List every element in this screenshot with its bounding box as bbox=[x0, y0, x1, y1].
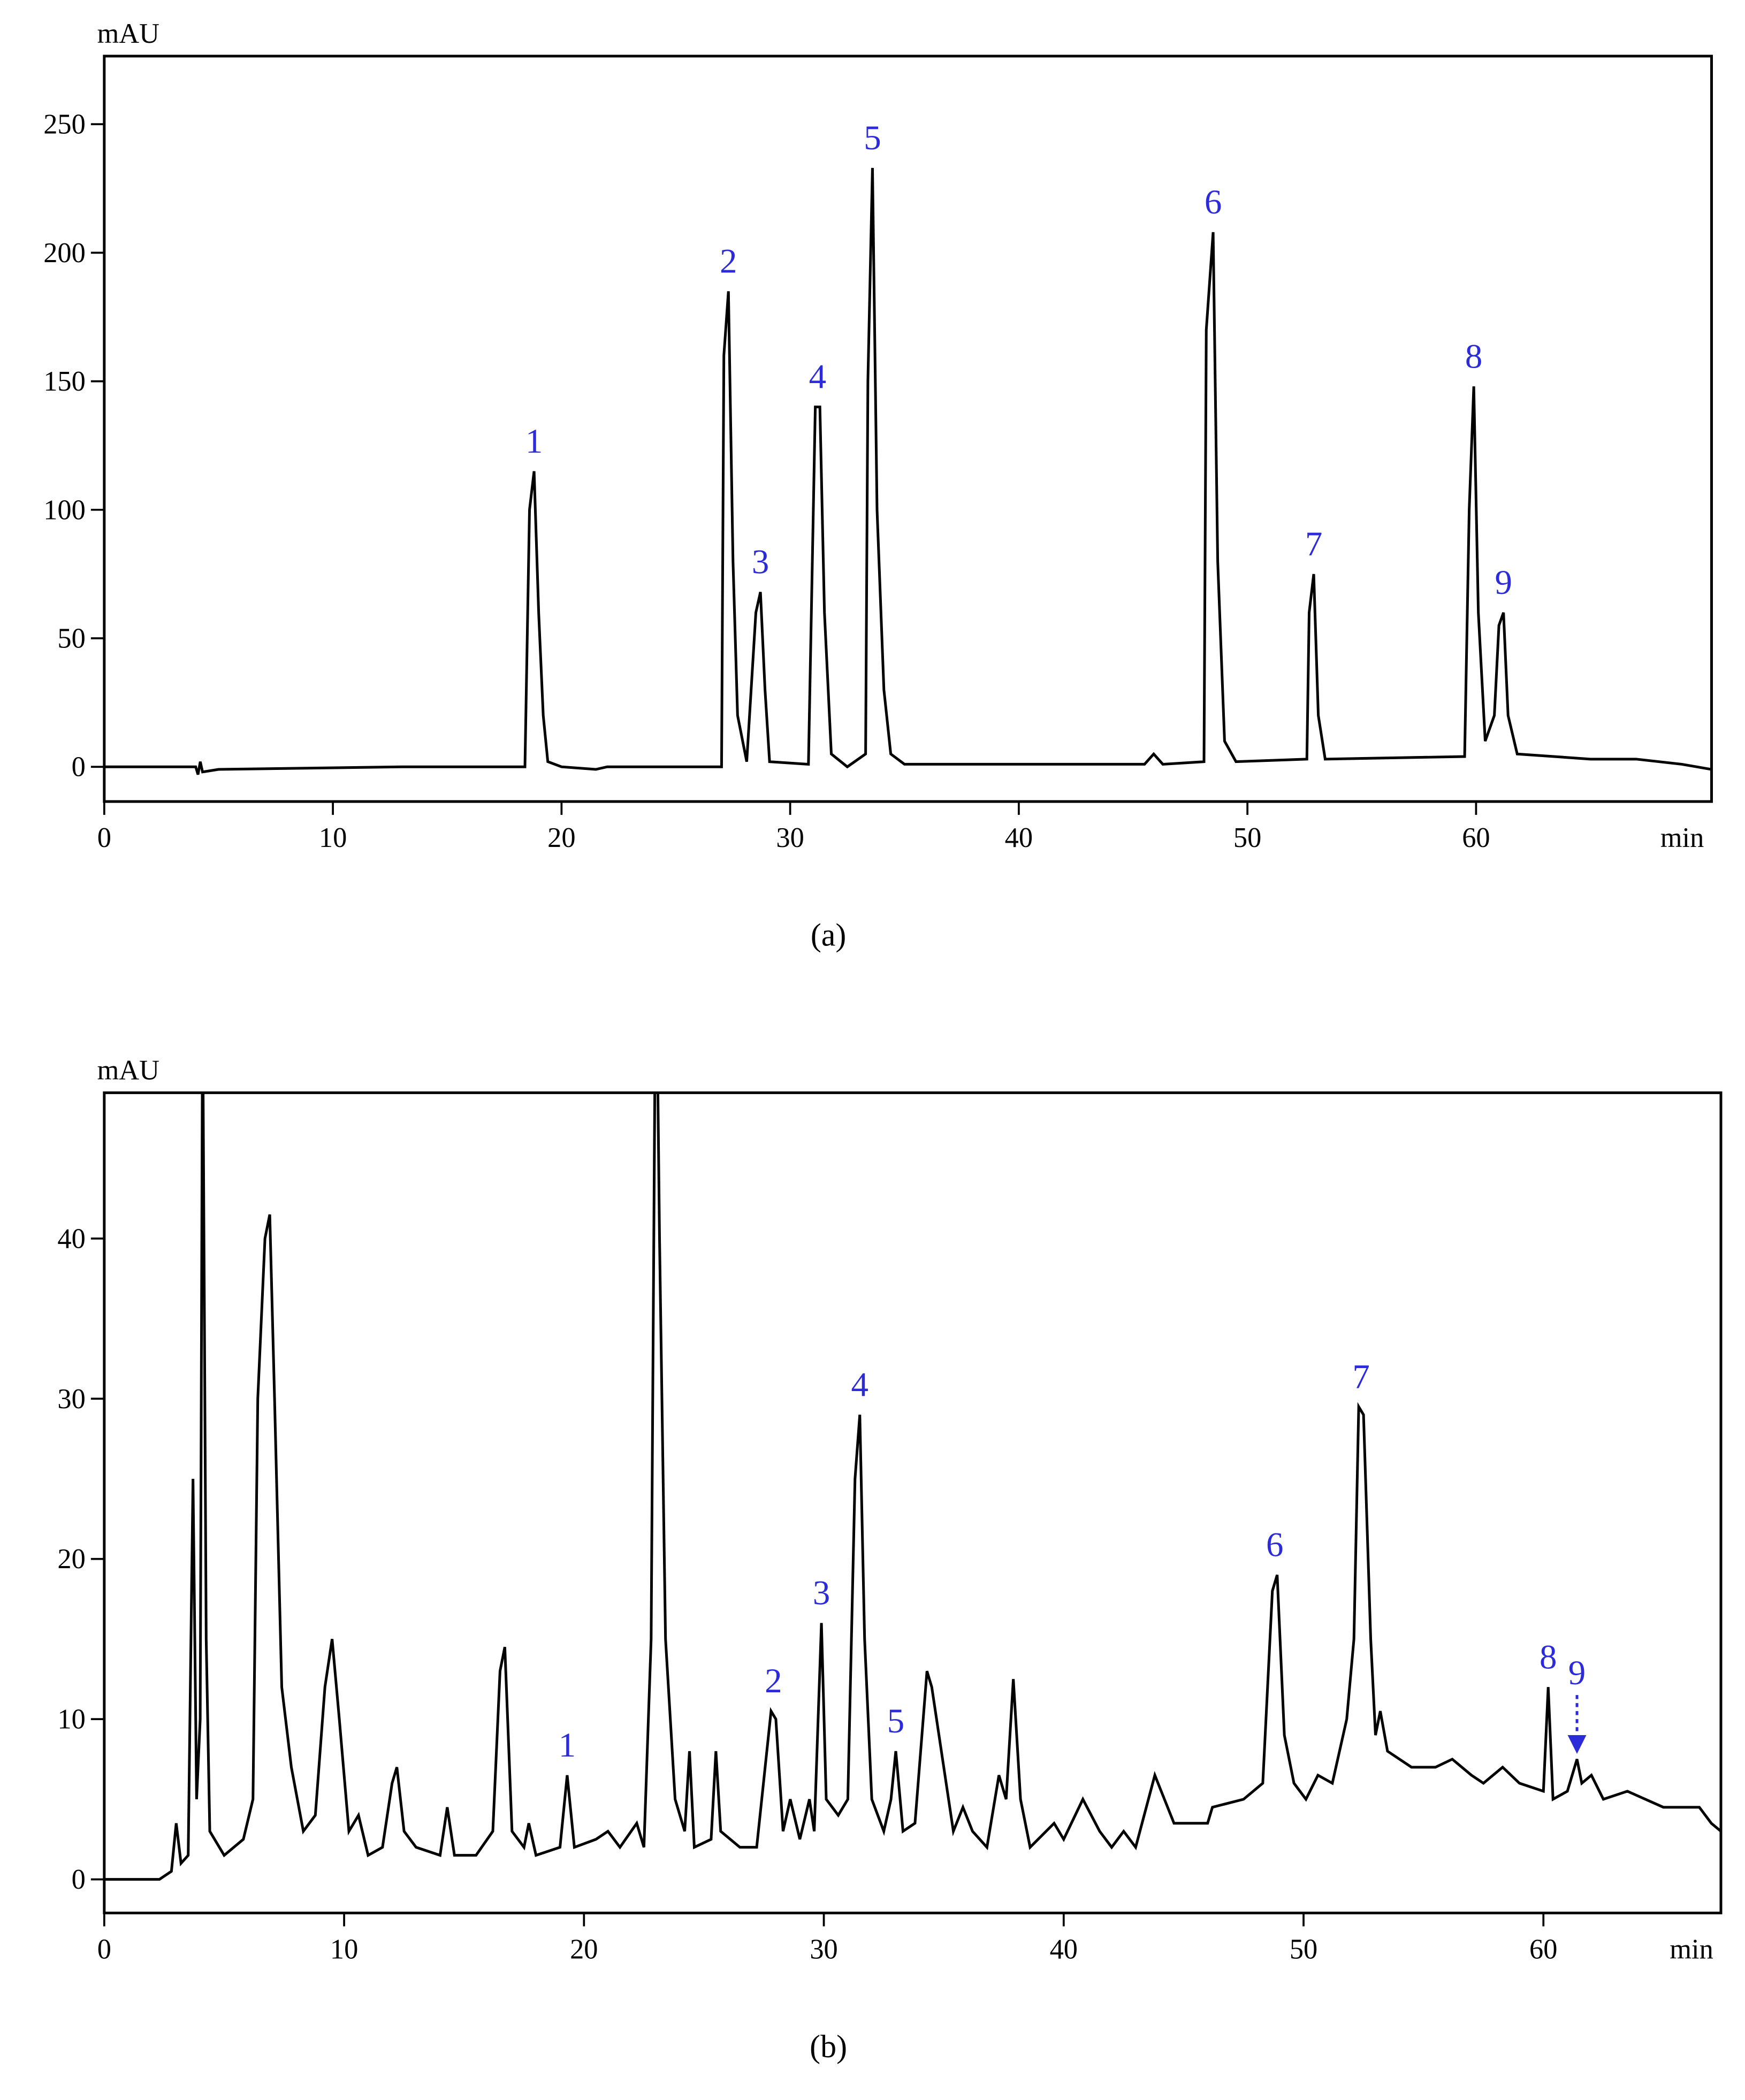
caption: (a) bbox=[811, 918, 847, 953]
x-tick-label: 60 bbox=[1462, 822, 1490, 853]
x-tick-label: 0 bbox=[97, 1934, 111, 1965]
peak-label: 8 bbox=[1540, 1638, 1557, 1676]
x-tick-label: 50 bbox=[1233, 822, 1261, 853]
peak-label: 4 bbox=[851, 1365, 868, 1404]
y-tick-label: 30 bbox=[57, 1384, 85, 1415]
y-tick-label: 40 bbox=[57, 1223, 85, 1254]
x-axis-label: min bbox=[1670, 1934, 1713, 1965]
y-tick-label: 200 bbox=[43, 238, 86, 269]
x-tick-label: 30 bbox=[776, 822, 804, 853]
y-tick-label: 150 bbox=[43, 366, 86, 397]
peak-label: 5 bbox=[887, 1702, 904, 1740]
x-tick-label: 20 bbox=[547, 822, 575, 853]
x-tick-label: 50 bbox=[1290, 1934, 1317, 1965]
peak-label: 7 bbox=[1305, 525, 1322, 563]
peak-label: 2 bbox=[765, 1662, 782, 1700]
peak-label: 5 bbox=[864, 119, 881, 157]
y-tick-label: 100 bbox=[43, 494, 86, 525]
peak-label: 9 bbox=[1568, 1654, 1586, 1692]
peak-label: 4 bbox=[809, 358, 826, 396]
x-tick-label: 40 bbox=[1050, 1934, 1078, 1965]
x-tick-label: 30 bbox=[810, 1934, 837, 1965]
y-tick-label: 10 bbox=[57, 1704, 85, 1735]
x-tick-label: 10 bbox=[330, 1934, 358, 1965]
peak-label: 6 bbox=[1205, 183, 1222, 222]
plot-frame bbox=[103, 1091, 1723, 1914]
peak-label: 8 bbox=[1465, 337, 1482, 376]
peak-arrowhead bbox=[1567, 1735, 1587, 1754]
y-tick-label: 20 bbox=[57, 1544, 85, 1575]
y-tick-label: 0 bbox=[72, 1864, 86, 1895]
x-tick-label: 60 bbox=[1529, 1934, 1557, 1965]
peak-label: 1 bbox=[559, 1726, 576, 1765]
caption: (b) bbox=[810, 2029, 847, 2064]
x-axis-label: min bbox=[1660, 822, 1704, 853]
peak-label: 2 bbox=[720, 242, 737, 280]
plot-frame bbox=[103, 55, 1713, 803]
y-axis-label: mAU bbox=[97, 18, 160, 49]
x-tick-label: 10 bbox=[319, 822, 347, 853]
x-tick-label: 0 bbox=[97, 822, 111, 853]
peak-label: 7 bbox=[1352, 1357, 1369, 1396]
y-axis-label: mAU bbox=[97, 1055, 160, 1086]
peak-label: 3 bbox=[752, 543, 769, 582]
x-tick-label: 40 bbox=[1005, 822, 1033, 853]
peak-label: 6 bbox=[1266, 1526, 1283, 1564]
chromatogram-line bbox=[104, 167, 1712, 775]
y-tick-label: 50 bbox=[57, 623, 85, 654]
peak-label: 1 bbox=[525, 422, 543, 461]
peak-label: 3 bbox=[813, 1574, 830, 1613]
peak-label: 9 bbox=[1495, 563, 1512, 602]
y-tick-label: 250 bbox=[43, 109, 86, 140]
y-tick-label: 0 bbox=[72, 752, 86, 783]
x-tick-label: 20 bbox=[570, 1934, 598, 1965]
chromatogram-line bbox=[104, 1093, 1721, 1881]
